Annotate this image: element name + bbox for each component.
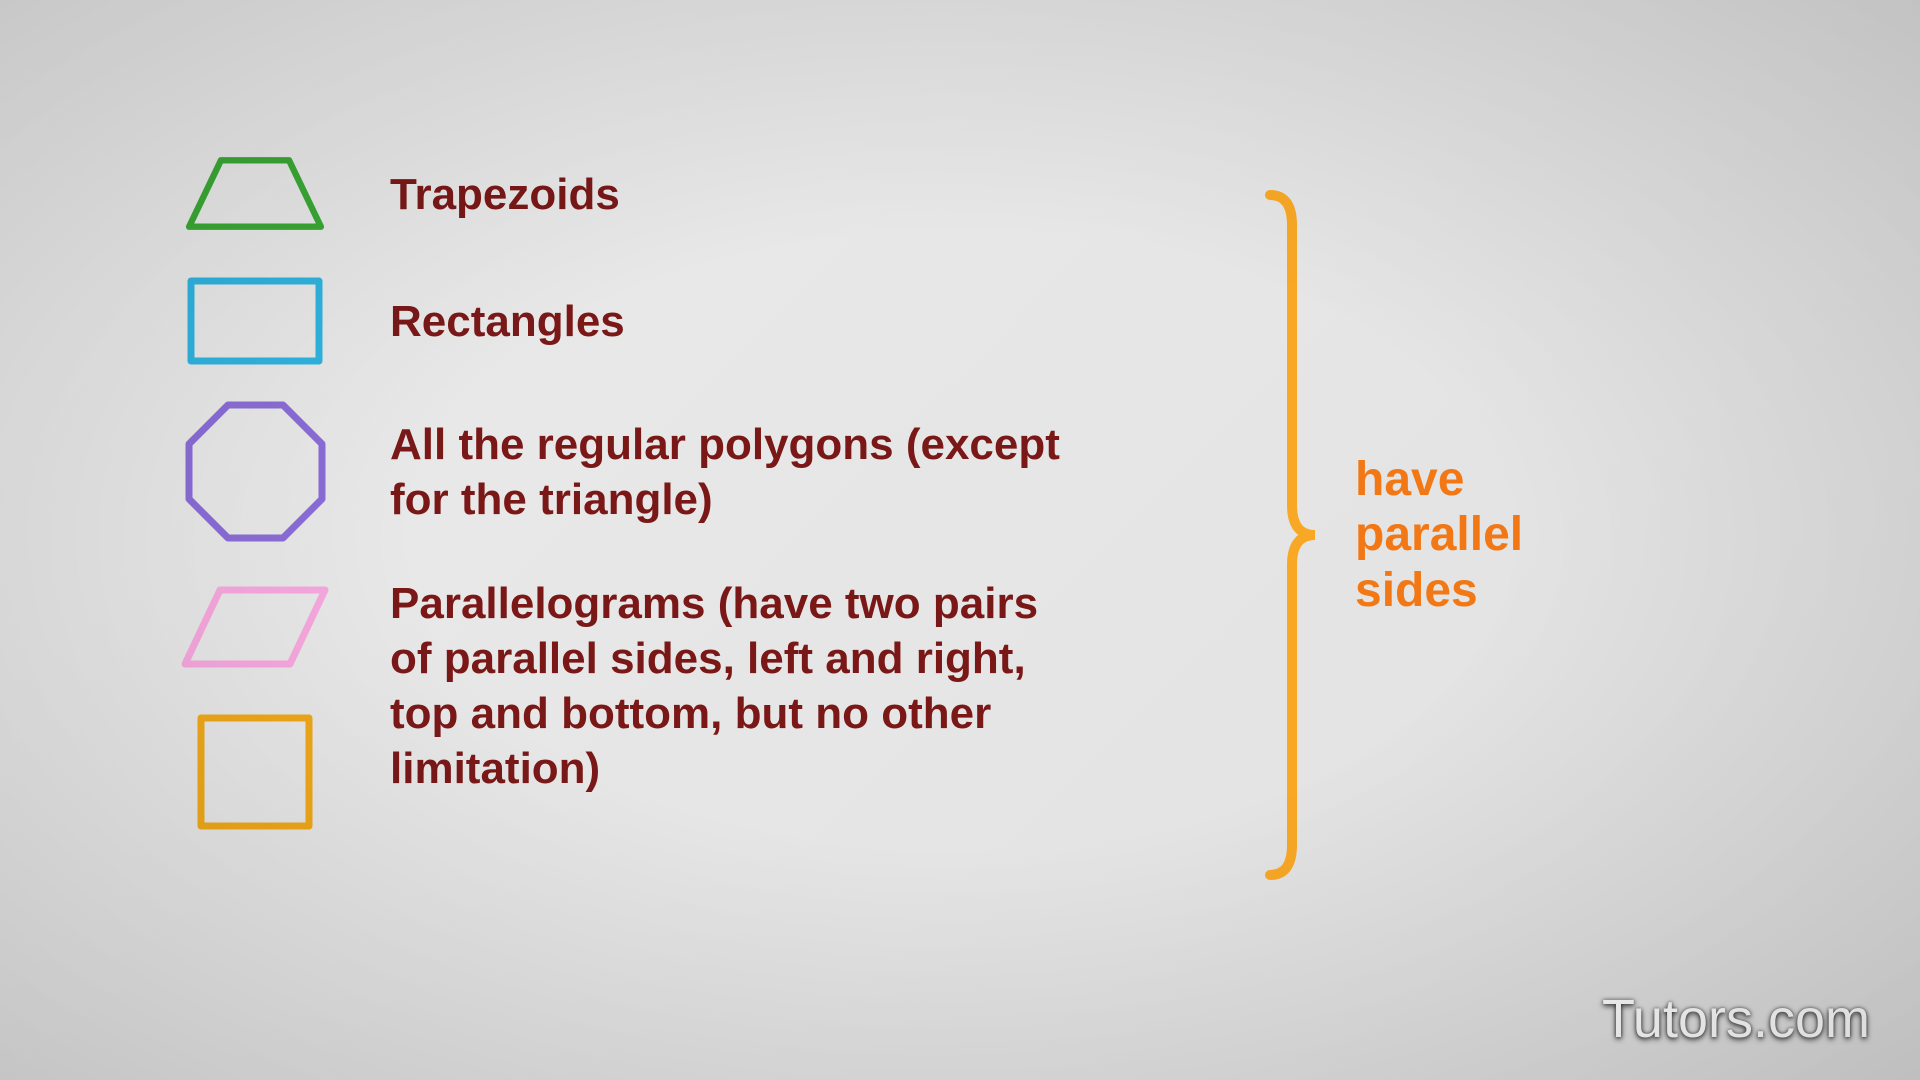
parallelogram-icon <box>175 582 335 672</box>
parallelogram-row: Parallelograms (have two pairs of parall… <box>180 576 1090 832</box>
watermark: Tutors.com <box>1602 988 1870 1050</box>
parallelogram-square-stack <box>180 576 330 832</box>
brace-text: have parallel sides <box>1355 452 1523 618</box>
trapezoid-label: Trapezoids <box>390 167 620 222</box>
parallelogram-label: Parallelograms (have two pairs of parall… <box>390 576 1090 796</box>
rectangle-icon <box>180 275 330 367</box>
brace-group: have parallel sides <box>1260 185 1523 885</box>
octagon-label: All the regular polygons (except for the… <box>390 417 1090 527</box>
trapezoid-row: Trapezoids <box>180 145 1090 243</box>
brace-icon <box>1260 185 1320 885</box>
shape-list: Trapezoids Rectangles All the regular po… <box>180 145 1090 832</box>
rectangle-row: Rectangles <box>180 275 1090 367</box>
octagon-icon <box>180 399 330 544</box>
trapezoid-icon <box>180 145 330 243</box>
rectangle-label: Rectangles <box>390 294 625 349</box>
square-icon <box>195 712 315 832</box>
octagon-row: All the regular polygons (except for the… <box>180 399 1090 544</box>
